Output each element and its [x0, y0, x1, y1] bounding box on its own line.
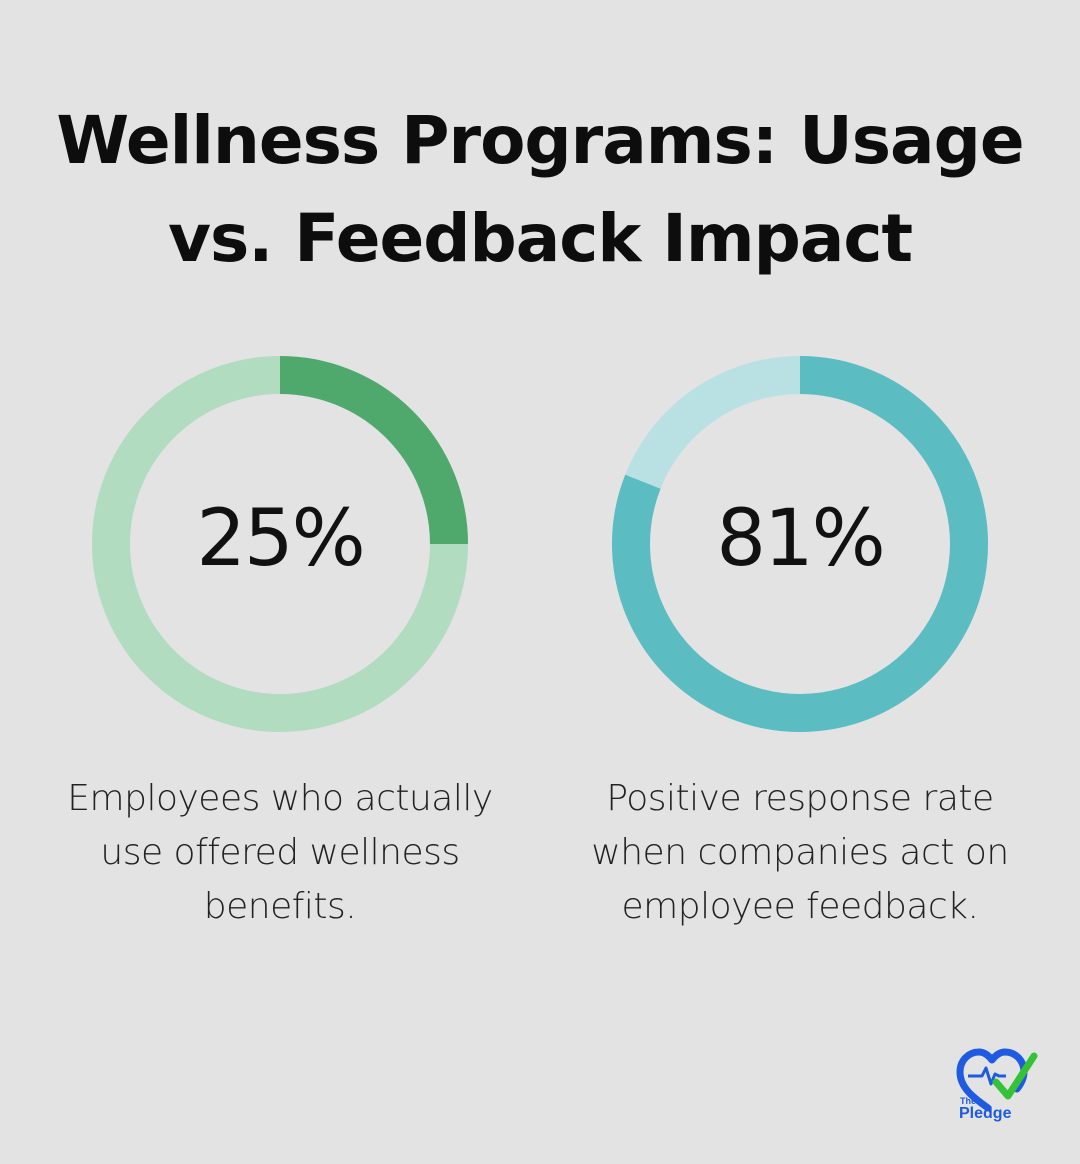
donut-chart-feedback: [612, 356, 988, 732]
caption-usage-line-1: Employees who actually: [67, 778, 493, 819]
logo-text-the: The: [960, 1096, 976, 1106]
caption-usage-line-2: use offered wellness: [100, 832, 460, 873]
title-line-1: Wellness Programs: Usage: [56, 102, 1024, 179]
donut-value-arc-feedback: [612, 356, 988, 732]
donut-value-arc-usage: [279, 356, 468, 545]
the-pledge-logo: The Pledge: [956, 1048, 1038, 1122]
donut-chart-usage: [92, 356, 468, 732]
caption-feedback-line-1: Positive response rate: [606, 778, 994, 819]
heartbeat-line-icon: [968, 1066, 1006, 1086]
page-title: Wellness Programs: Usage vs. Feedback Im…: [40, 92, 1040, 288]
checkmark-icon: [992, 1052, 1038, 1100]
caption-usage: Employees who actually use offered welln…: [45, 772, 515, 934]
title-line-2: vs. Feedback Impact: [167, 200, 913, 277]
caption-feedback-line-2: when companies act on: [591, 832, 1009, 873]
stat-value-feedback: 81%: [716, 494, 885, 584]
logo-text-pledge: Pledge: [959, 1105, 1012, 1122]
caption-feedback: Positive response rate when companies ac…: [565, 772, 1035, 934]
stat-value-usage: 25%: [196, 494, 365, 584]
caption-usage-line-3: benefits.: [203, 886, 357, 927]
caption-feedback-line-3: employee feedback.: [621, 886, 979, 927]
